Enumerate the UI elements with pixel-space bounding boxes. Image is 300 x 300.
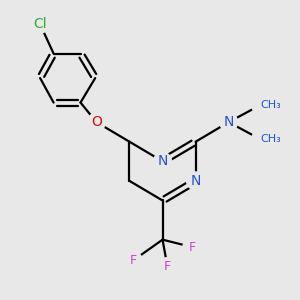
Circle shape bbox=[158, 258, 176, 276]
Circle shape bbox=[187, 172, 205, 190]
Circle shape bbox=[251, 130, 269, 148]
Circle shape bbox=[251, 96, 269, 114]
Circle shape bbox=[31, 15, 49, 33]
Text: F: F bbox=[188, 241, 196, 254]
Text: F: F bbox=[130, 254, 137, 267]
Text: N: N bbox=[158, 154, 168, 168]
Circle shape bbox=[124, 251, 142, 269]
Text: O: O bbox=[91, 115, 102, 129]
Circle shape bbox=[154, 152, 172, 170]
Circle shape bbox=[220, 113, 238, 131]
Text: N: N bbox=[190, 174, 201, 188]
Text: F: F bbox=[164, 260, 171, 273]
Circle shape bbox=[88, 113, 105, 131]
Text: CH₃: CH₃ bbox=[260, 134, 281, 144]
Circle shape bbox=[183, 238, 201, 256]
Text: N: N bbox=[224, 115, 234, 129]
Text: Cl: Cl bbox=[33, 17, 47, 31]
Text: CH₃: CH₃ bbox=[260, 100, 281, 110]
